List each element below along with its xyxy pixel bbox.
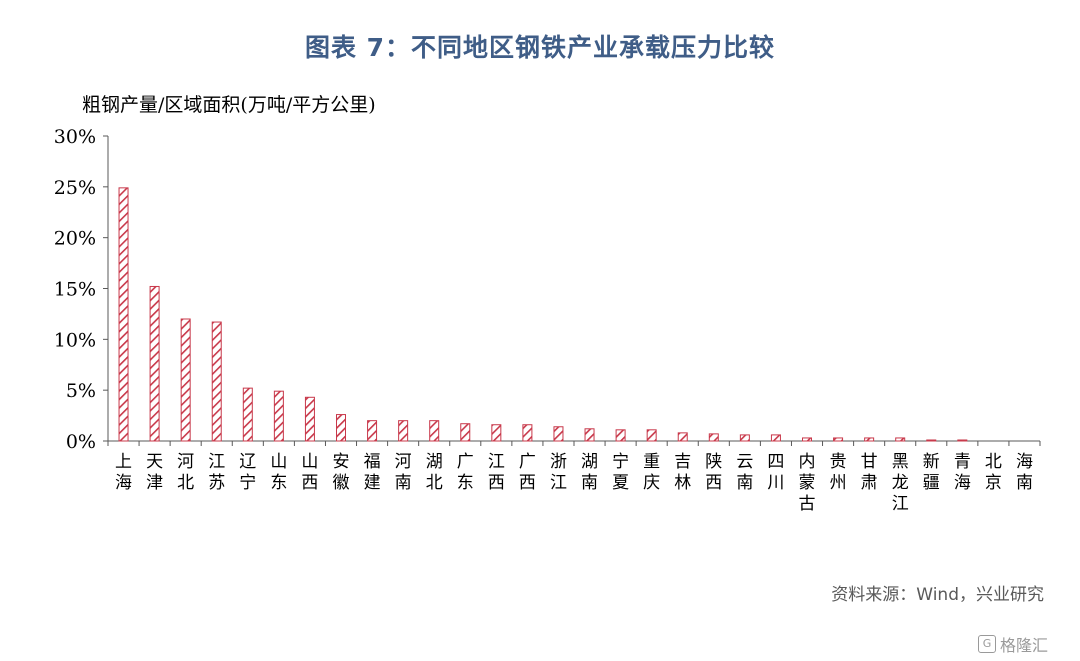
x-tick-label: 北京 [985, 452, 1002, 493]
x-tick-label: 新疆 [923, 452, 940, 493]
bar [802, 437, 812, 442]
y-tick-label: 5% [66, 380, 96, 402]
bar [646, 429, 657, 442]
x-tick-label: 广西 [519, 452, 536, 493]
x-tick-label: 浙江 [550, 452, 567, 493]
bar [367, 420, 378, 442]
bar [677, 432, 688, 442]
bar [833, 437, 844, 442]
y-tick-label: 15% [54, 279, 96, 301]
bar [491, 424, 502, 442]
x-tick-label: 吉林 [674, 452, 691, 493]
x-tick-label: 海南 [1016, 452, 1033, 493]
bar [770, 434, 781, 442]
x-tick-label: 山西 [301, 452, 318, 493]
x-tick-label: 湖北 [426, 452, 443, 493]
bar [522, 424, 533, 442]
bar [304, 396, 315, 442]
bar [615, 429, 626, 442]
source-note: 资料来源：Wind，兴业研究 [831, 585, 1044, 605]
bar [118, 187, 129, 442]
x-tick-label: 宁夏 [612, 452, 629, 493]
bar [864, 437, 875, 442]
bar [273, 390, 284, 442]
x-tick-label: 辽宁 [239, 452, 256, 493]
x-tick-label: 安徽 [333, 452, 350, 493]
x-tick-label: 天津 [146, 452, 163, 493]
bar [336, 414, 346, 442]
bar [149, 285, 160, 442]
bar [460, 423, 471, 442]
x-tick-label: 河北 [177, 452, 194, 493]
watermark-text: 格隆汇 [999, 636, 1048, 655]
x-tick-label: 重庆 [643, 452, 660, 493]
bar [180, 318, 191, 442]
x-tick-label: 黑龙江 [892, 452, 909, 514]
x-tick-label: 陕西 [705, 452, 722, 493]
bar [242, 387, 253, 442]
x-tick-label: 上海 [115, 452, 132, 493]
bar [739, 434, 750, 442]
x-tick-label: 贵州 [830, 452, 847, 493]
bar [398, 420, 409, 442]
y-tick-label: 30% [54, 126, 96, 148]
x-tick-label: 广东 [457, 452, 474, 493]
bar [553, 426, 564, 442]
y-axis-unit-label: 粗钢产量/区域面积(万吨/平方公里) [82, 94, 376, 116]
y-tick-label: 10% [54, 329, 96, 351]
bar [957, 439, 968, 442]
x-tick-label: 江苏 [208, 452, 225, 493]
bar [211, 321, 222, 442]
y-tick-label: 0% [66, 431, 96, 453]
x-tick-label: 福建 [364, 452, 381, 493]
bar [895, 437, 906, 442]
x-tick-label: 内蒙古 [799, 452, 816, 514]
x-tick-label: 四川 [767, 452, 784, 493]
gelonghui-logo-icon: G [977, 635, 996, 653]
watermark: G 格隆汇 [977, 632, 1048, 656]
x-tick-label: 江西 [488, 452, 505, 493]
x-tick-label: 湖南 [581, 452, 598, 493]
chart-title: 图表 7：不同地区钢铁产业承载压力比较 [304, 33, 776, 62]
bar [584, 428, 595, 442]
bar [708, 433, 719, 442]
x-tick-label: 云南 [736, 452, 753, 493]
x-tick-label: 山东 [270, 452, 287, 493]
y-tick-label: 20% [54, 228, 96, 250]
x-tick-label: 甘肃 [861, 452, 878, 493]
y-tick-label: 25% [54, 177, 96, 199]
x-tick-label: 河南 [395, 452, 412, 493]
bar [429, 420, 440, 442]
bar [926, 439, 937, 442]
x-tick-label: 青海 [954, 452, 971, 493]
